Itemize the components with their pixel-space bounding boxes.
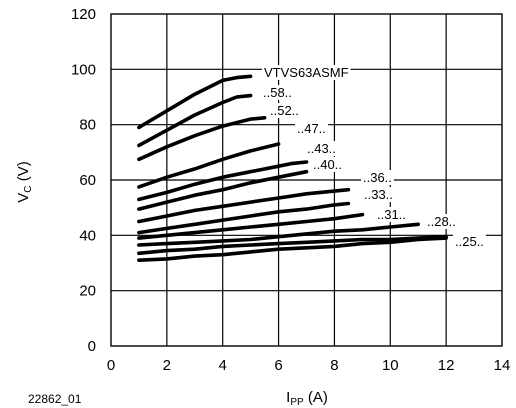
series-label-bg-8 bbox=[375, 207, 408, 222]
y-tick-label-4: 80 bbox=[79, 117, 96, 134]
x-tick-label-2: 4 bbox=[219, 357, 227, 374]
grid bbox=[111, 14, 502, 346]
series-line-0 bbox=[137, 74, 253, 130]
series-line-9 bbox=[137, 222, 421, 247]
x-axis-title: IPP (A) bbox=[286, 389, 328, 408]
series-label-bg-4 bbox=[305, 141, 338, 156]
x-tick-label-0: 0 bbox=[107, 357, 115, 374]
y-axis-title: VC (V) bbox=[15, 161, 34, 202]
series-label-bg-9 bbox=[425, 214, 458, 229]
series-label-10: ..25.. bbox=[455, 234, 484, 249]
x-axis-title-sub: PP bbox=[290, 397, 304, 408]
x-tick-label-3: 6 bbox=[274, 357, 282, 374]
y-tick-label-6: 120 bbox=[71, 6, 96, 23]
series-label-5: ..40.. bbox=[313, 157, 342, 172]
x-axis-title-unit: (A) bbox=[304, 389, 328, 406]
series-line-8 bbox=[137, 212, 365, 240]
figure-id: 22862_01 bbox=[28, 392, 82, 406]
series-label-6: ..36.. bbox=[363, 170, 392, 185]
series-label-3: ..47.. bbox=[297, 121, 326, 136]
y-tick-label-3: 60 bbox=[79, 172, 96, 189]
x-tick-label-4: 8 bbox=[330, 357, 338, 374]
series-line-6 bbox=[137, 187, 351, 224]
series-line-1 bbox=[137, 93, 253, 148]
series-line-2 bbox=[137, 116, 267, 162]
series-label-2: ..52.. bbox=[270, 103, 299, 118]
series-line-11 bbox=[137, 236, 448, 263]
y-tick-label-2: 40 bbox=[79, 227, 96, 244]
series-label-bg-2 bbox=[268, 103, 301, 118]
y-tick-label-5: 100 bbox=[71, 61, 96, 78]
series-label-1: ..58.. bbox=[263, 85, 292, 100]
series-line-5 bbox=[137, 169, 309, 211]
series-label-bg-1 bbox=[261, 85, 294, 100]
series-label-bg-7 bbox=[362, 187, 395, 202]
series-label-8: ..31.. bbox=[377, 207, 406, 222]
series-line-4 bbox=[137, 160, 309, 202]
x-tick-label-5: 10 bbox=[382, 357, 399, 374]
y-axis-title-unit: (V) bbox=[15, 161, 32, 185]
series-line-3 bbox=[137, 142, 281, 189]
plot-frame bbox=[110, 13, 503, 347]
y-axis-title-main: V bbox=[15, 193, 32, 203]
series-label-bg-0 bbox=[262, 65, 351, 80]
y-tick-label-0: 0 bbox=[88, 338, 96, 355]
x-axis-title-main: I bbox=[286, 389, 290, 406]
y-axis-title-sub: C bbox=[23, 185, 34, 192]
series-line-10 bbox=[137, 234, 448, 256]
series-labels: VTVS63ASMF ..58.. ..52.. ..47.. ..43....40..… bbox=[261, 65, 486, 249]
x-tick-label-6: 12 bbox=[438, 357, 455, 374]
x-tick-labels: 0 2 4 6 8 10 12 14 bbox=[107, 357, 511, 374]
series-label-bg-5 bbox=[311, 157, 344, 172]
series-label-bg-6 bbox=[361, 170, 394, 185]
series-label-7: ..33.. bbox=[364, 187, 393, 202]
series-label-bg-10 bbox=[453, 234, 486, 249]
y-tick-labels: 0 20 40 60 80 100 120 bbox=[71, 6, 96, 355]
series-lines bbox=[137, 74, 448, 263]
series-label-bg-3 bbox=[295, 121, 328, 136]
y-tick-label-1: 20 bbox=[79, 283, 96, 300]
series-line-7 bbox=[137, 201, 351, 235]
series-label-4: ..43.. bbox=[307, 141, 336, 156]
series-label-9: ..28.. bbox=[427, 214, 456, 229]
series-label-0: VTVS63ASMF bbox=[264, 65, 349, 80]
x-tick-label-1: 2 bbox=[163, 357, 171, 374]
x-tick-label-7: 14 bbox=[494, 357, 511, 374]
